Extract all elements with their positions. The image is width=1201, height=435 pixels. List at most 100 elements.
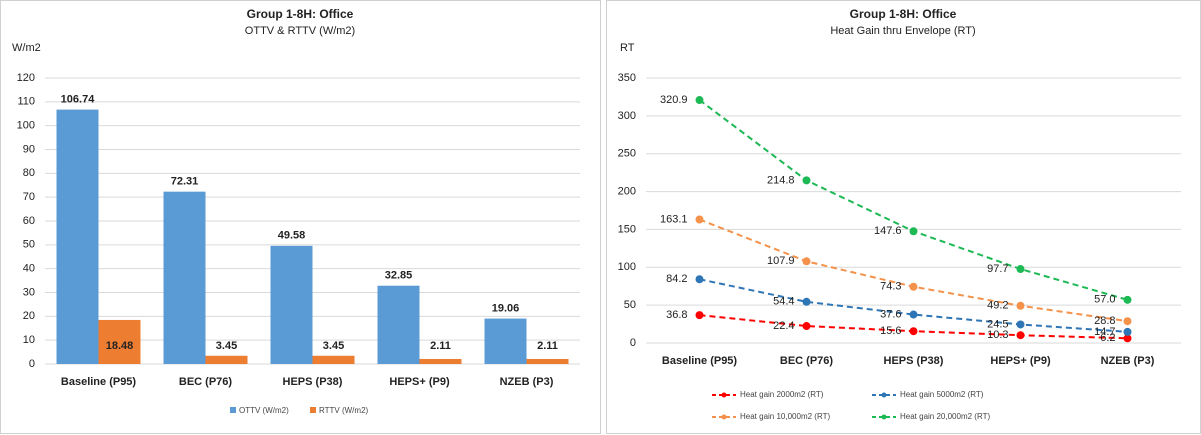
point: [802, 257, 811, 266]
bar: [56, 109, 99, 364]
y-tick-label: 150: [618, 223, 636, 235]
chart-title: Group 1-8H: Office: [850, 7, 957, 21]
data-label: 19.06: [492, 302, 520, 314]
legend-label: OTTV (W/m2): [239, 406, 289, 415]
point: [1016, 265, 1025, 274]
y-tick-label: 0: [630, 337, 636, 349]
chart-subtitle: OTTV & RTTV (W/m2): [245, 25, 355, 37]
y-axis-label: RT: [620, 42, 635, 54]
data-label: 22.4: [773, 320, 794, 332]
point: [695, 275, 704, 284]
point: [909, 227, 918, 236]
point: [802, 176, 811, 185]
data-label: 49.2: [987, 300, 1008, 312]
x-tick-label: HEPS+ (P9): [389, 376, 450, 388]
data-label: 10.3: [987, 329, 1008, 341]
data-label: 57.0: [1094, 294, 1115, 306]
x-tick-label: BEC (P76): [179, 376, 233, 388]
y-tick-label: 90: [23, 143, 35, 155]
legend-marker: [721, 392, 727, 398]
data-label: 3.45: [216, 340, 237, 352]
line: [699, 278, 1128, 333]
point: [695, 96, 704, 105]
point: [802, 322, 811, 331]
y-tick-label: 70: [23, 191, 35, 203]
bar: [163, 191, 206, 364]
data-label: 2.11: [537, 340, 558, 352]
y-tick-label: 30: [23, 286, 35, 298]
panel-right: [606, 0, 1201, 434]
point: [909, 327, 918, 336]
data-label: 97.7: [987, 263, 1008, 275]
data-label: 14.7: [1094, 326, 1115, 338]
point: [1016, 320, 1025, 329]
legend-label: RTTV (W/m2): [319, 406, 369, 415]
legend-swatch: [230, 407, 236, 413]
bar: [526, 358, 569, 364]
data-label: 49.58: [278, 230, 306, 242]
y-tick-label: 200: [618, 185, 636, 197]
data-label: 320.9: [660, 94, 688, 106]
y-tick-label: 60: [23, 215, 35, 227]
legend-label: Heat gain 2000m2 (RT): [740, 390, 824, 399]
y-tick-label: 20: [23, 310, 35, 322]
point: [1123, 334, 1132, 343]
x-tick-label: Baseline (P95): [662, 355, 738, 367]
y-tick-label: 300: [618, 110, 636, 122]
bar: [377, 285, 420, 364]
point: [1016, 331, 1025, 340]
data-label: 147.6: [874, 225, 902, 237]
x-tick-label: HEPS (P38): [283, 376, 343, 388]
data-label: 15.6: [880, 325, 901, 337]
legend-marker: [881, 414, 887, 420]
bar: [98, 319, 141, 364]
point: [695, 311, 704, 320]
point: [909, 282, 918, 291]
y-tick-label: 110: [17, 96, 35, 108]
y-tick-label: 120: [17, 72, 35, 84]
y-axis-label: W/m2: [12, 42, 41, 54]
x-tick-label: NZEB (P3): [1101, 355, 1155, 367]
point: [1016, 301, 1025, 310]
legend-swatch: [310, 407, 316, 413]
point: [695, 215, 704, 224]
bar: [484, 318, 527, 364]
x-tick-label: NZEB (P3): [500, 376, 554, 388]
bar: [419, 358, 462, 364]
x-tick-label: Baseline (P95): [61, 376, 137, 388]
data-label: 54.4: [773, 296, 794, 308]
data-label: 32.85: [385, 270, 413, 282]
legend-label: Heat gain 10,000m2 (RT): [740, 412, 830, 421]
y-tick-label: 50: [624, 299, 636, 311]
x-tick-label: BEC (P76): [780, 355, 834, 367]
x-tick-label: HEPS (P38): [884, 355, 944, 367]
bar: [312, 355, 355, 364]
data-label: 74.3: [880, 281, 901, 293]
data-label: 24.5: [987, 318, 1008, 330]
y-tick-label: 250: [618, 148, 636, 160]
data-label: 106.74: [61, 94, 96, 106]
chart-title: Group 1-8H: Office: [247, 7, 354, 21]
y-tick-label: 40: [23, 263, 35, 275]
data-label: 36.8: [666, 309, 687, 321]
chart-subtitle: Heat Gain thru Envelope (RT): [830, 25, 975, 37]
data-label: 2.11: [430, 340, 451, 352]
data-label: 6.2: [1100, 332, 1115, 344]
y-tick-label: 50: [23, 239, 35, 251]
y-tick-label: 0: [29, 358, 35, 370]
y-tick-label: 10: [23, 334, 35, 346]
y-tick-label: 100: [17, 120, 35, 132]
legend-label: Heat gain 5000m2 (RT): [900, 390, 984, 399]
y-tick-label: 350: [618, 72, 636, 84]
point: [1123, 317, 1132, 326]
bar: [270, 245, 313, 364]
data-label: 107.9: [767, 255, 795, 267]
point: [1123, 327, 1132, 336]
y-tick-label: 100: [618, 261, 636, 273]
data-label: 163.1: [660, 213, 688, 225]
point: [1123, 295, 1132, 304]
data-label: 18.48: [106, 340, 134, 352]
point: [802, 297, 811, 306]
data-label: 37.6: [880, 308, 901, 320]
